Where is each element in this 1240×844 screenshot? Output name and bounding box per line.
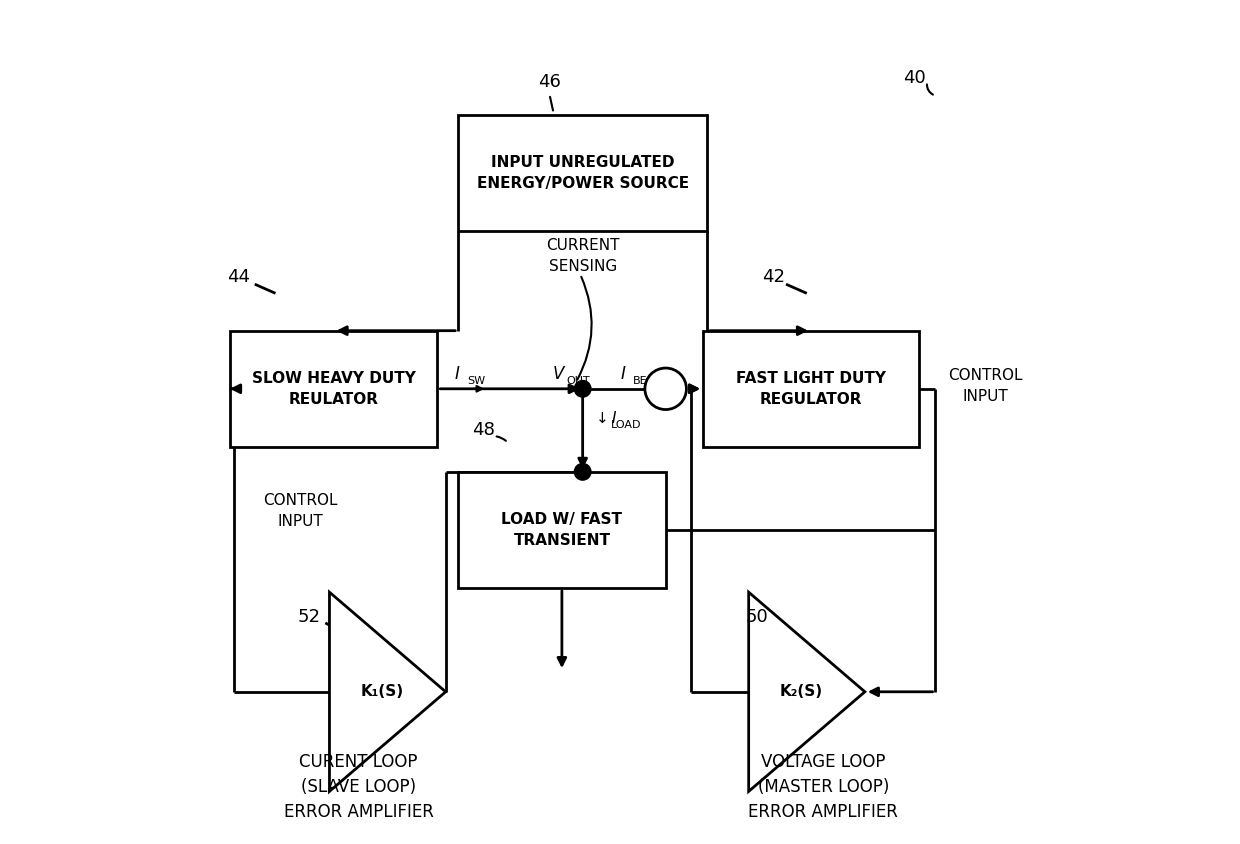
Bar — [458, 115, 707, 231]
Text: CONTROL
INPUT: CONTROL INPUT — [263, 493, 337, 529]
Circle shape — [574, 381, 591, 397]
Text: CURRENT
SENSING: CURRENT SENSING — [546, 238, 620, 274]
Bar — [458, 472, 666, 588]
Text: 42: 42 — [763, 268, 785, 286]
Text: K₁(S): K₁(S) — [360, 684, 403, 700]
Text: BE: BE — [634, 376, 649, 387]
Text: CURENT LOOP
(SLAVE LOOP)
ERROR AMPLIFIER: CURENT LOOP (SLAVE LOOP) ERROR AMPLIFIER — [284, 753, 434, 821]
Polygon shape — [749, 592, 864, 792]
Text: 52: 52 — [298, 608, 320, 626]
Text: $V$: $V$ — [552, 365, 567, 383]
Text: INPUT UNREGULATED
ENERGY/POWER SOURCE: INPUT UNREGULATED ENERGY/POWER SOURCE — [476, 155, 688, 191]
Circle shape — [574, 463, 591, 480]
Text: K₂(S): K₂(S) — [780, 684, 822, 700]
Polygon shape — [330, 592, 445, 792]
Text: LOAD: LOAD — [611, 420, 641, 430]
Text: SLOW HEAVY DUTY
REULATOR: SLOW HEAVY DUTY REULATOR — [252, 371, 415, 407]
Bar — [703, 331, 919, 447]
Text: CONTROL
INPUT: CONTROL INPUT — [949, 368, 1023, 404]
Circle shape — [645, 368, 687, 409]
Text: 44: 44 — [227, 268, 249, 286]
Text: LOAD W/ FAST
TRANSIENT: LOAD W/ FAST TRANSIENT — [501, 512, 622, 548]
Text: OUT: OUT — [567, 376, 590, 387]
Text: FAST LIGHT DUTY
REGULATOR: FAST LIGHT DUTY REGULATOR — [735, 371, 885, 407]
Text: $I$: $I$ — [454, 365, 460, 383]
Text: 50: 50 — [745, 608, 769, 626]
Text: $\downarrow$$I$: $\downarrow$$I$ — [593, 410, 618, 426]
Text: VOLTAGE LOOP
(MASTER LOOP)
ERROR AMPLIFIER: VOLTAGE LOOP (MASTER LOOP) ERROR AMPLIFI… — [749, 753, 898, 821]
Text: 46: 46 — [538, 73, 560, 90]
Text: SW: SW — [467, 376, 485, 387]
Text: $I$: $I$ — [620, 365, 626, 383]
Bar — [229, 331, 438, 447]
Text: 48: 48 — [471, 421, 495, 439]
Text: 40: 40 — [903, 68, 926, 86]
